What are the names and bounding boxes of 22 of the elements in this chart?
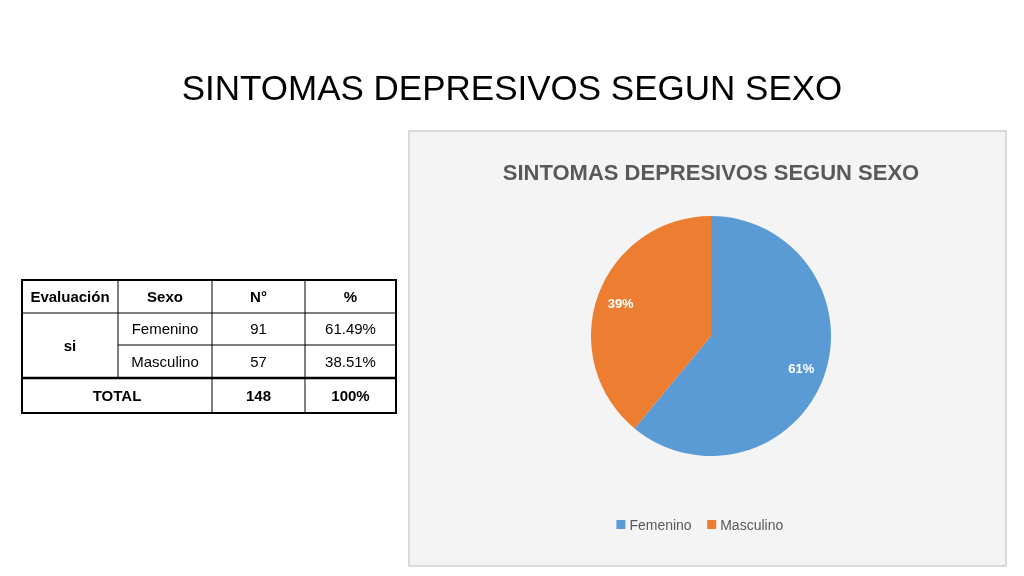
text: Evaluación [30, 287, 110, 305]
text: SINTOMAS DEPRESIVOS SEGUN SEXO [181, 68, 843, 107]
text: 100% [331, 386, 370, 404]
pie-slice [591, 216, 711, 429]
legend-label: Femenino [629, 516, 692, 533]
text: Masculino [131, 352, 199, 370]
text: 148 [245, 386, 272, 404]
pie-slice [634, 216, 831, 456]
data-label: 61% [788, 361, 815, 377]
text: Femenino [131, 320, 199, 338]
text: 91 [250, 320, 267, 338]
text: si [63, 336, 77, 354]
text: 38.51% [325, 352, 376, 370]
text: % [343, 287, 358, 305]
text: 57 [250, 352, 267, 370]
data-label: 39% [607, 296, 635, 312]
text: N° [250, 287, 267, 305]
text: Sexo [147, 287, 183, 305]
text: 61.49% [325, 320, 376, 338]
text: TOTAL [92, 386, 142, 404]
chart-title: SINTOMAS DEPRESIVOS SEGUN SEXO [502, 160, 920, 185]
legend-label: Masculino [720, 516, 784, 533]
